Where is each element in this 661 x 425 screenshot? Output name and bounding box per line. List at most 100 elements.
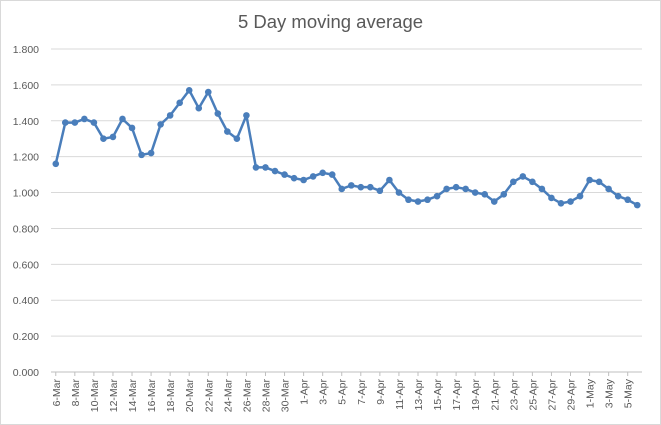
data-point <box>376 187 384 195</box>
x-tick-label: 26-Mar <box>241 379 253 413</box>
x-tick-label: 13-Apr <box>413 378 425 410</box>
x-tick-label: 25-Apr <box>527 378 539 410</box>
y-tick-label: 1.000 <box>13 188 39 200</box>
y-tick-label: 0.400 <box>13 295 39 307</box>
data-point <box>471 189 479 196</box>
x-tick-label: 19-Apr <box>470 378 482 410</box>
data-point <box>138 151 145 159</box>
series-line <box>54 89 638 207</box>
data-point <box>119 115 126 123</box>
data-point <box>338 185 346 193</box>
series-average <box>52 86 641 209</box>
data-point <box>252 164 260 171</box>
x-tick-label: 5-Apr <box>337 379 349 405</box>
y-tick-label: 1.800 <box>13 44 39 56</box>
data-point <box>166 112 174 119</box>
y-tick-label: 0.800 <box>13 223 39 235</box>
data-point <box>386 176 393 184</box>
x-tick-label: 23-Apr <box>508 378 520 410</box>
data-point <box>605 185 612 193</box>
y-tick-label: 1.600 <box>13 80 39 92</box>
x-tick-label: 21-Apr <box>489 378 501 410</box>
x-tick-label: 16-Mar <box>146 379 158 413</box>
data-point <box>529 178 536 186</box>
data-point <box>90 119 98 126</box>
data-point <box>281 171 288 178</box>
data-point <box>243 112 250 119</box>
data-point <box>214 110 222 117</box>
data-point <box>433 192 441 200</box>
data-point <box>462 185 469 193</box>
y-tick-label: 0.000 <box>13 367 39 379</box>
x-tick-label: 7-Apr <box>356 379 368 405</box>
data-point <box>100 135 107 143</box>
data-point <box>328 171 336 178</box>
x-tick-label: 9-Apr <box>375 379 387 405</box>
data-point <box>367 183 374 191</box>
x-tick-label: 10-Mar <box>89 379 101 413</box>
data-point <box>548 194 555 202</box>
data-point <box>519 173 527 180</box>
data-point <box>347 182 355 189</box>
data-point <box>595 178 603 186</box>
x-tick-label: 5-May <box>623 378 635 408</box>
y-axis-labels: 0.000 0.200 0.400 0.600 0.800 1.000 1.200 1.400… <box>13 44 39 379</box>
data-point <box>500 191 508 198</box>
data-point <box>357 183 365 191</box>
data-point <box>452 183 460 191</box>
y-tick-label: 1.400 <box>13 116 39 128</box>
y-tick-label: 1.200 <box>13 152 39 164</box>
data-point <box>195 104 203 112</box>
data-point <box>147 149 155 157</box>
data-point <box>224 128 231 135</box>
data-point <box>176 99 183 107</box>
x-tick-label: 6-Mar <box>51 378 63 406</box>
x-tick-label: 12-Mar <box>108 379 120 413</box>
x-tick-label: 11-Apr <box>394 379 406 410</box>
data-point <box>576 192 584 200</box>
data-point <box>290 174 298 182</box>
chart-title: 5 Day moving average <box>237 11 424 32</box>
x-tick-label: 28-Mar <box>260 379 272 413</box>
x-tick-label: 1-Apr <box>299 379 311 405</box>
data-point <box>71 119 79 126</box>
data-point <box>185 86 193 94</box>
data-point <box>481 191 489 198</box>
x-tick-label: 17-Apr <box>451 378 463 410</box>
x-tick-label: 8-Mar <box>70 378 82 406</box>
y-tick-label: 0.200 <box>13 331 39 343</box>
data-point <box>157 121 164 128</box>
data-point <box>443 185 450 193</box>
data-point <box>490 198 498 205</box>
gridlines <box>51 48 642 373</box>
data-point <box>262 164 269 171</box>
data-point <box>414 198 422 205</box>
data-point <box>300 176 307 184</box>
data-point <box>624 196 632 204</box>
data-point <box>614 192 622 200</box>
x-tick-label: 20-Mar <box>184 379 196 413</box>
x-tick-label: 30-Mar <box>280 379 292 413</box>
x-tick-label: 15-Apr <box>432 378 444 410</box>
x-tick-label: 14-Mar <box>127 379 139 413</box>
data-point <box>128 124 136 132</box>
data-point <box>405 196 412 204</box>
x-axis-labels: 6-Mar 8-Mar 10-Mar 12-Mar 14-Mar 16-Mar 18-Mar… <box>51 372 635 412</box>
data-point <box>61 119 69 126</box>
data-point <box>52 160 60 168</box>
y-tick-label: 0.600 <box>13 259 39 271</box>
x-tick-label: 29-Apr <box>566 378 578 410</box>
data-point <box>586 176 593 184</box>
x-tick-label: 22-Mar <box>203 379 215 413</box>
data-point <box>319 169 326 177</box>
data-point <box>538 185 546 193</box>
data-point <box>309 173 317 180</box>
x-tick-label: 3-Apr <box>318 379 330 405</box>
data-point <box>204 88 212 96</box>
data-point <box>510 178 517 186</box>
x-tick-label: 27-Apr <box>546 378 558 410</box>
data-point <box>233 135 241 143</box>
data-point <box>109 133 117 141</box>
data-point <box>557 200 565 207</box>
